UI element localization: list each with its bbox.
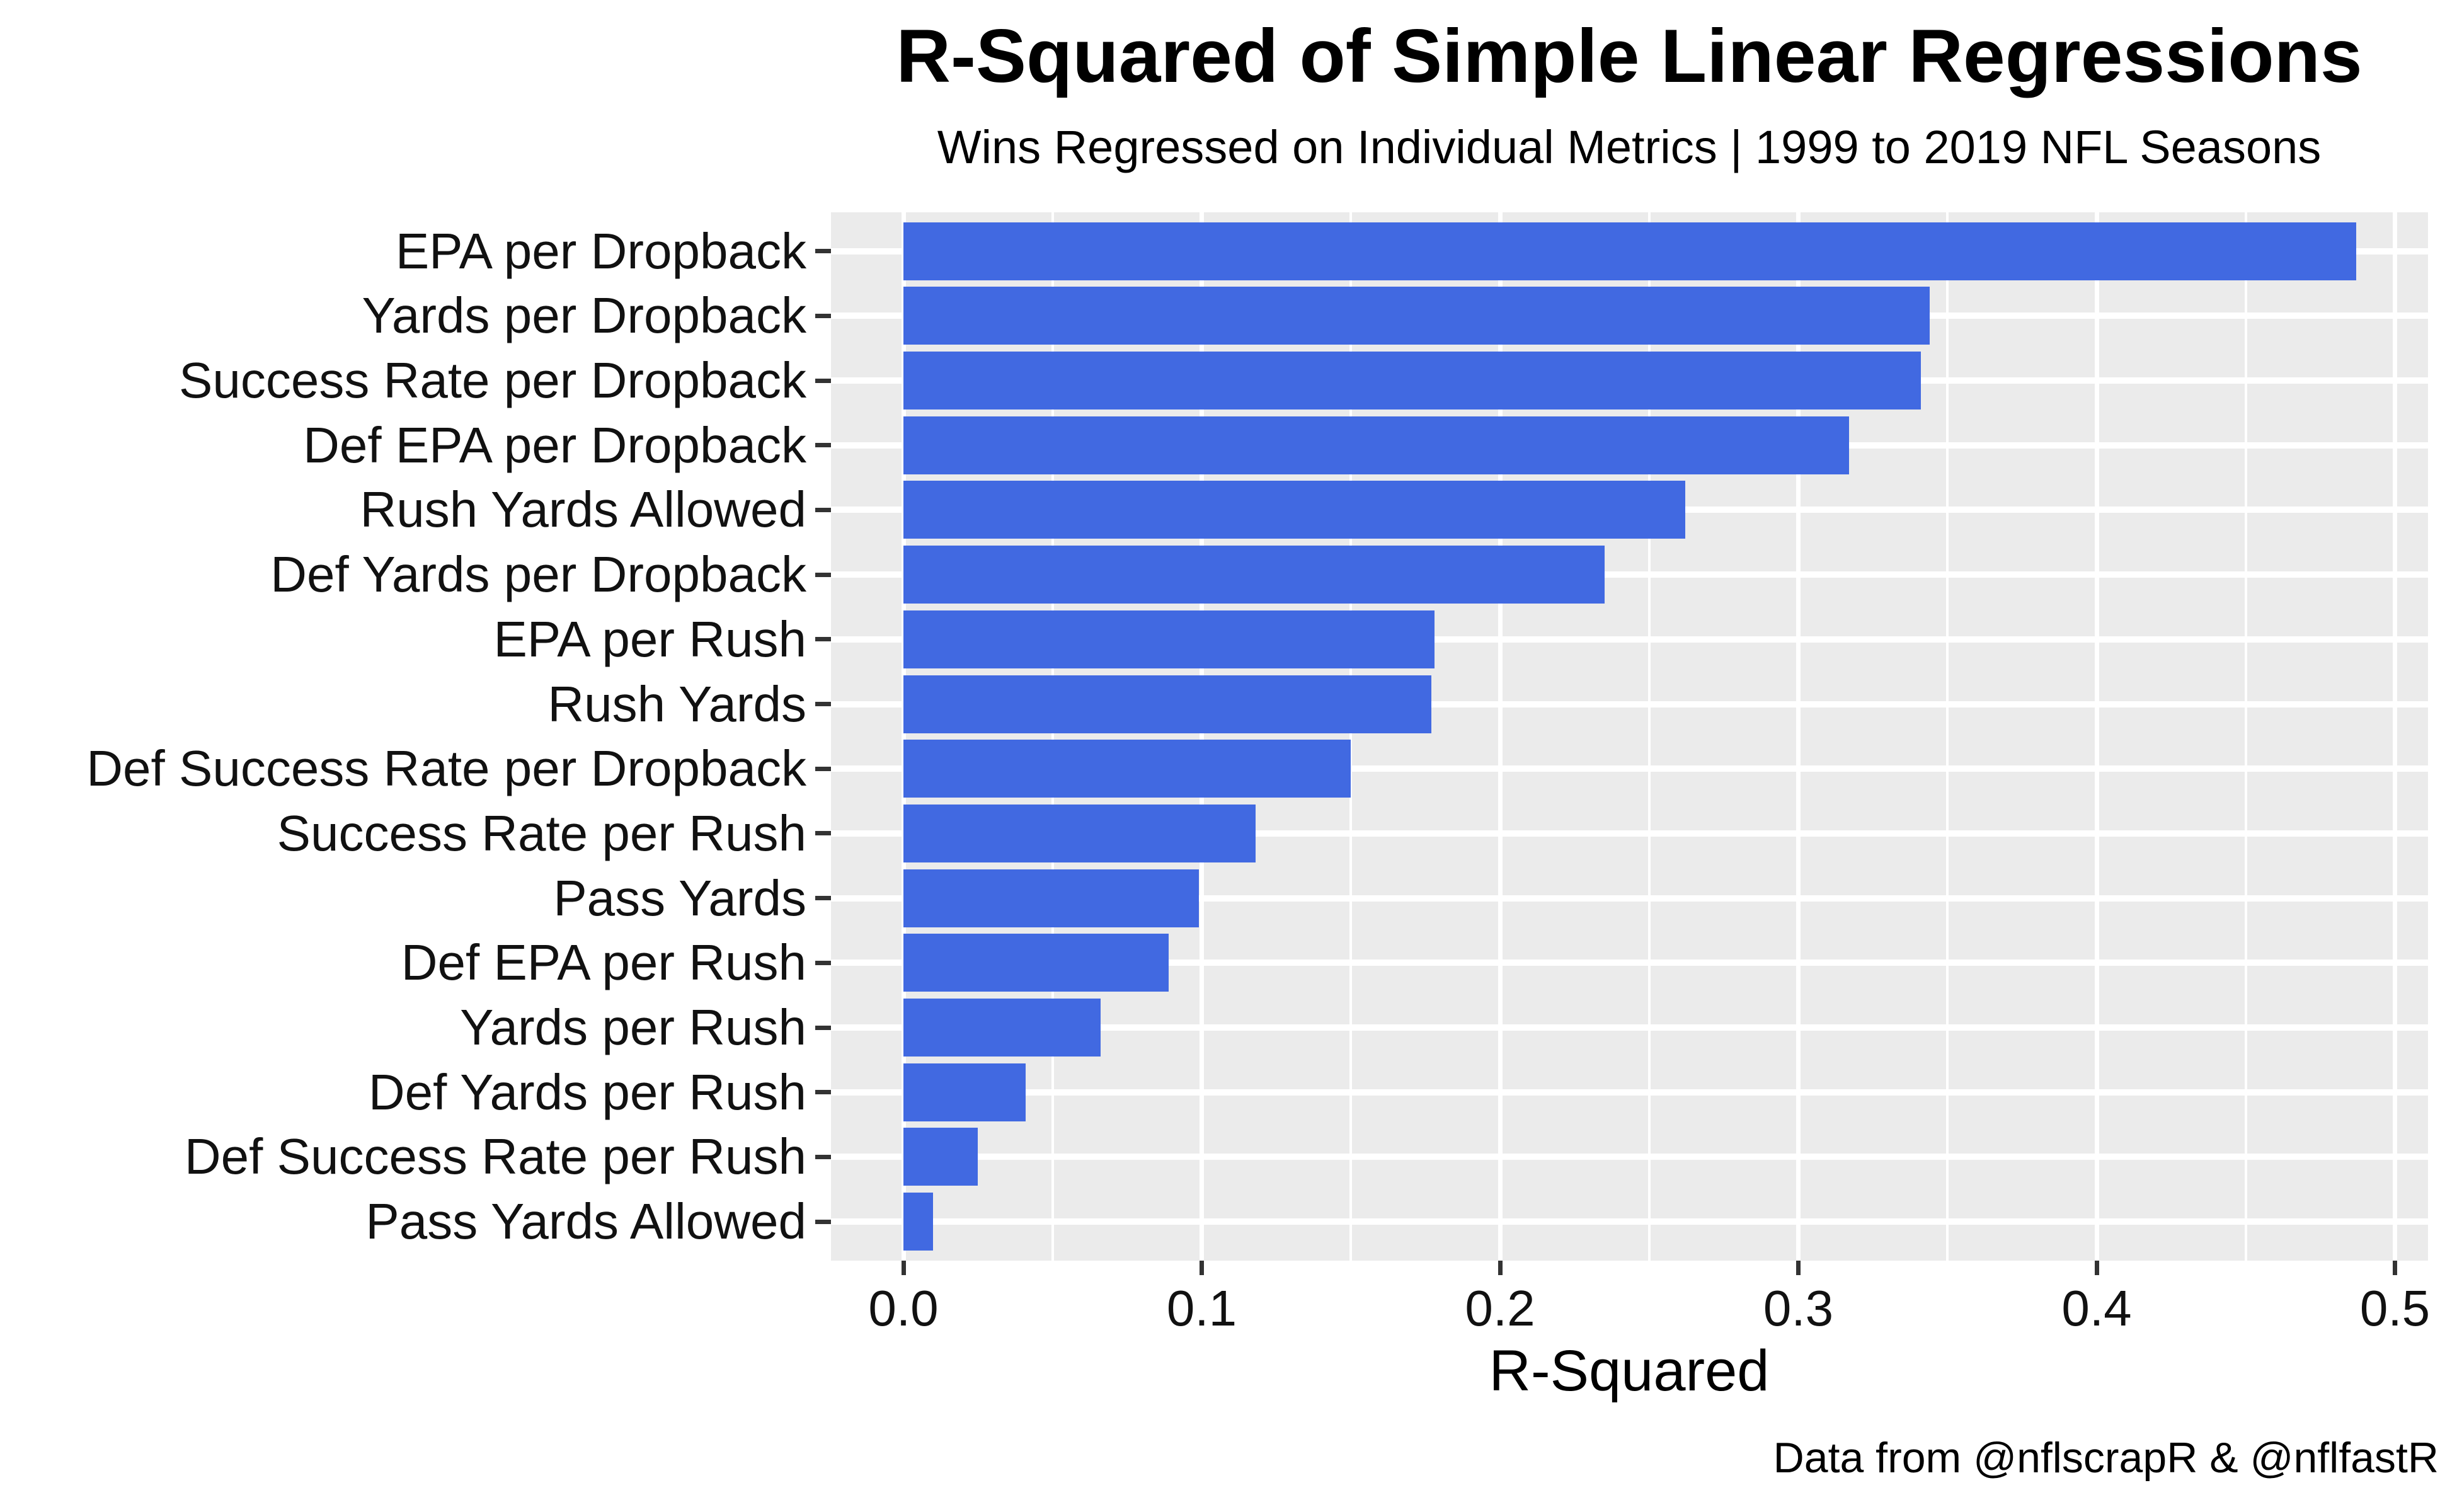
y-axis-tick — [815, 766, 831, 771]
x-axis-title: R-Squared — [1489, 1339, 1770, 1403]
y-axis-tick — [815, 1219, 831, 1224]
y-axis-label: EPA per Rush — [493, 610, 806, 667]
y-axis-label: Def Success Rate per Dropback — [86, 740, 806, 797]
bar-def-yards-per-rush — [903, 1063, 1026, 1121]
y-axis-label: Def EPA per Dropback — [303, 416, 806, 473]
y-axis-tick — [815, 378, 831, 383]
gridline-vertical-major — [1796, 212, 1801, 1261]
gridline-horizontal-major — [831, 1089, 2428, 1096]
y-axis-tick — [815, 443, 831, 448]
y-axis-label: Success Rate per Dropback — [178, 352, 806, 409]
y-axis-label: Pass Yards Allowed — [365, 1193, 806, 1250]
y-axis-label: Def Yards per Dropback — [270, 546, 806, 603]
gridline-horizontal-major — [831, 1024, 2428, 1031]
bar-def-epa-per-rush — [903, 934, 1169, 992]
gridline-horizontal-major — [831, 701, 2428, 707]
x-axis-tick — [1796, 1261, 1801, 1275]
y-axis-tick — [815, 1090, 831, 1095]
x-axis-tick-label: 0.5 — [2359, 1280, 2431, 1336]
gridline-horizontal-major — [831, 830, 2428, 837]
x-axis-tick-label: 0.2 — [1465, 1280, 1535, 1336]
y-axis-label: Yards per Rush — [460, 999, 806, 1056]
gridline-horizontal-major — [831, 571, 2428, 578]
bar-success-rate-per-rush — [903, 804, 1256, 862]
bar-rush-yards — [903, 675, 1432, 733]
plot-panel — [831, 212, 2428, 1261]
y-axis-tick — [815, 1025, 831, 1030]
gridline-vertical-minor — [1349, 212, 1353, 1261]
y-axis-tick — [815, 896, 831, 901]
bar-pass-yards-allowed — [903, 1193, 934, 1251]
bar-rush-yards-allowed — [903, 481, 1685, 539]
gridline-horizontal-major — [831, 1154, 2428, 1160]
y-axis-tick — [815, 831, 831, 836]
y-axis-tick — [815, 637, 831, 642]
chart-subtitle: Wins Regressed on Individual Metrics | 1… — [937, 121, 2322, 173]
x-axis-tick — [2393, 1261, 2397, 1275]
x-axis-tick — [2094, 1261, 2099, 1275]
gridline-horizontal-major — [831, 895, 2428, 902]
gridline-vertical-major — [1498, 212, 1503, 1261]
bar-epa-per-rush — [903, 610, 1435, 668]
x-axis-tick-label: 0.3 — [1763, 1280, 1834, 1336]
y-axis-tick — [815, 313, 831, 318]
chart-title: R-Squared of Simple Linear Regressions — [896, 14, 2362, 98]
gridline-vertical-minor — [1051, 212, 1054, 1261]
bar-yards-per-rush — [903, 999, 1101, 1057]
y-axis-label: Rush Yards — [547, 675, 806, 732]
gridline-horizontal-major — [831, 765, 2428, 772]
bar-success-rate-per-dropback — [903, 352, 1921, 410]
y-axis-tick — [815, 507, 831, 512]
y-axis-tick — [815, 572, 831, 577]
bar-def-success-rate-per-rush — [903, 1128, 978, 1186]
gridline-vertical-minor — [1946, 212, 1949, 1261]
x-axis-tick-label: 0.0 — [868, 1280, 939, 1336]
y-axis-label: Pass Yards — [553, 869, 806, 926]
x-axis-tick — [1200, 1261, 1204, 1275]
y-axis-tick — [815, 702, 831, 707]
gridline-vertical-minor — [1647, 212, 1651, 1261]
data-source-caption: Data from @nflscrapR & @nflfastR — [1773, 1434, 2439, 1482]
bar-def-yards-per-dropback — [903, 546, 1605, 604]
y-axis-label: Def Success Rate per Rush — [184, 1128, 806, 1185]
x-axis-tick — [901, 1261, 906, 1275]
y-axis-tick — [815, 1154, 831, 1159]
bar-def-success-rate-per-dropback — [903, 740, 1351, 798]
y-axis-label: Rush Yards Allowed — [360, 481, 806, 538]
gridline-vertical-minor — [2244, 212, 2247, 1261]
gridline-vertical-major — [1200, 212, 1204, 1261]
y-axis-tick — [815, 960, 831, 965]
bar-epa-per-dropback — [903, 222, 2356, 280]
y-axis-label: Def EPA per Rush — [401, 934, 806, 991]
gridline-vertical-major — [2393, 212, 2397, 1261]
y-axis-label: EPA per Dropback — [395, 222, 806, 279]
gridline-vertical-major — [2094, 212, 2099, 1261]
gridline-horizontal-major — [831, 1218, 2428, 1225]
gridline-vertical-major — [901, 212, 906, 1261]
y-axis-tick — [815, 249, 831, 254]
y-axis-label: Def Yards per Rush — [368, 1063, 806, 1120]
gridline-horizontal-major — [831, 636, 2428, 643]
x-axis-tick-label: 0.4 — [2061, 1280, 2132, 1336]
x-axis-tick — [1498, 1261, 1503, 1275]
y-axis-label: Yards per Dropback — [362, 287, 806, 344]
bar-def-epa-per-dropback — [903, 416, 1849, 474]
y-axis-label: Success Rate per Rush — [277, 805, 806, 861]
x-axis-tick-label: 0.1 — [1166, 1280, 1237, 1336]
bar-yards-per-dropback — [903, 287, 1930, 345]
gridline-horizontal-major — [831, 959, 2428, 966]
bar-pass-yards — [903, 869, 1199, 927]
